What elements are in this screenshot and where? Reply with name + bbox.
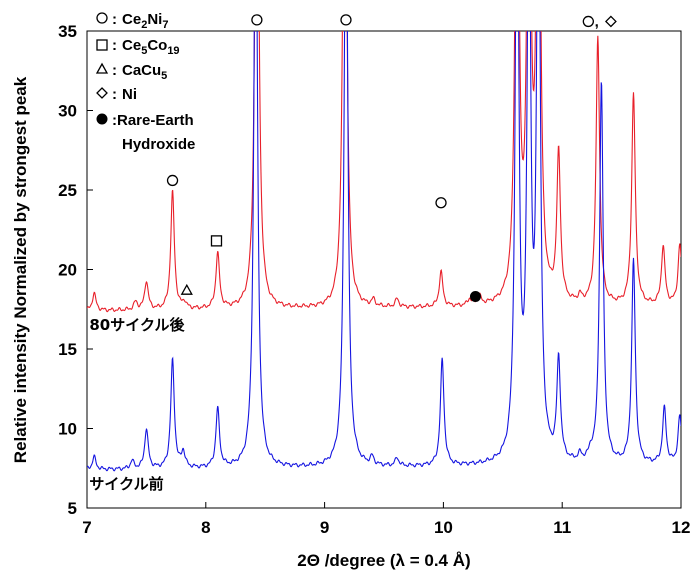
phase-marker-circle <box>582 15 594 28</box>
legend-entry-ni: : Ni <box>96 86 137 103</box>
markers-group: , <box>166 13 617 303</box>
legend-square-icon <box>96 39 108 51</box>
legend: : Ce2Ni7 : Ce5Co19 : CaCu5 : Ni :Rare-Earth … <box>95 11 195 153</box>
phase-marker-circle <box>435 197 447 209</box>
ticks-group: 7 8 9 10 11 12 5 10 15 20 25 30 35 <box>58 22 690 537</box>
legend-circle-icon <box>96 12 108 24</box>
legend-diamond-icon <box>96 87 108 99</box>
legend-label-cacu5: : CaCu5 <box>112 62 167 82</box>
x-tick-label: 12 <box>672 518 691 537</box>
legend-entry-cacu5: : CaCu5 <box>95 62 167 82</box>
phase-marker-square <box>210 235 223 247</box>
legend-label-ni: : Ni <box>112 86 137 103</box>
x-tick-label: 11 <box>553 518 571 537</box>
phase-marker-circle <box>340 14 352 26</box>
phase-marker-circle <box>251 14 263 26</box>
legend-label-ce2ni7: : Ce2Ni7 <box>112 11 168 31</box>
y-tick-label: 35 <box>58 22 77 41</box>
x-tick-label: 9 <box>320 518 329 537</box>
annotations-group: 80サイクル後 サイクル前 <box>89 316 185 493</box>
y-tick-label: 10 <box>58 420 77 439</box>
legend-entry-ce2ni7: : Ce2Ni7 <box>96 11 168 31</box>
legend-entry-ce5co19: : Ce5Co19 <box>96 37 180 57</box>
marker-joiner: , <box>595 13 599 30</box>
series-line-before-cycling <box>87 31 681 472</box>
series-line-after-80-cycles <box>87 31 681 313</box>
y-tick-label: 25 <box>58 181 77 200</box>
y-tick-label: 20 <box>58 261 77 280</box>
legend-label-hydroxide: Hydroxide <box>122 136 195 153</box>
series-label-before-cycling: サイクル前 <box>89 475 163 493</box>
legend-entry-rare-earth-hydroxide: :Rare-Earth Hydroxide <box>96 112 195 153</box>
legend-label-rare-earth: :Rare-Earth <box>112 112 194 129</box>
plot-area <box>86 30 682 509</box>
series-label-after-80-cycles: 80サイクル後 <box>89 316 185 334</box>
phase-marker-circle <box>166 174 179 187</box>
y-tick-label: 30 <box>58 102 77 121</box>
legend-label-ce5co19: : Ce5Co19 <box>112 37 180 57</box>
x-tick-label: 8 <box>201 518 210 537</box>
legend-triangle-icon <box>95 62 109 74</box>
series-group <box>87 31 681 472</box>
y-axis-title: Relative intensity Normalized by stronge… <box>11 76 30 463</box>
phase-marker-diamond <box>604 15 617 28</box>
x-tick-label: 10 <box>434 518 453 537</box>
y-tick-label: 15 <box>58 340 77 359</box>
phase-marker-filled-circle <box>469 291 481 303</box>
x-axis-title: 2Θ /degree (λ = 0.4 Å) <box>297 551 470 570</box>
legend-filled-circle-icon <box>96 113 108 125</box>
y-tick-label: 5 <box>68 499 77 518</box>
x-tick-label: 7 <box>82 518 91 537</box>
phase-marker-triangle <box>180 283 193 295</box>
